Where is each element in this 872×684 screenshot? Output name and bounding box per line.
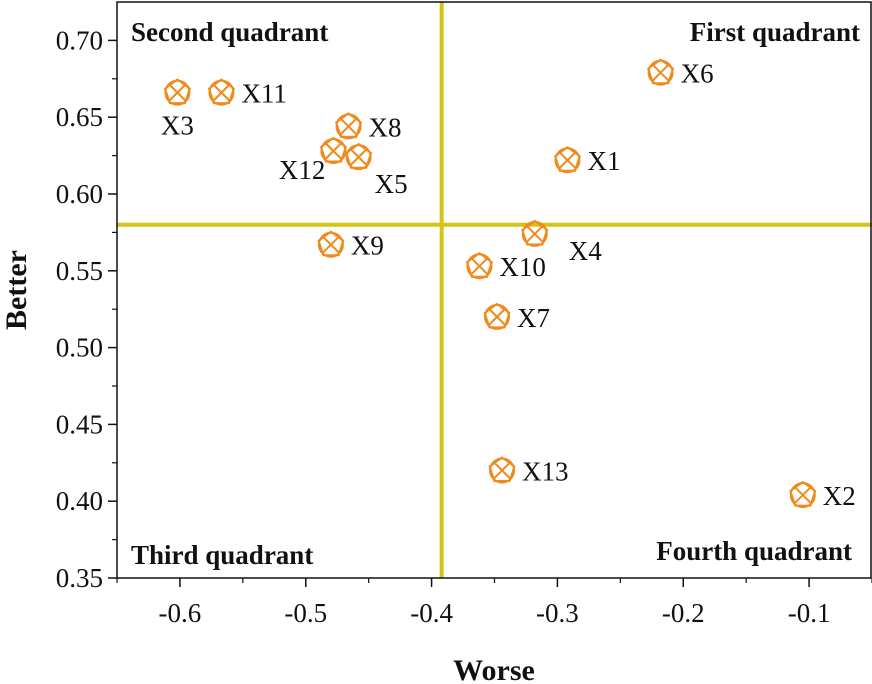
data-point-x12: X12 — [279, 136, 347, 185]
marker-circle — [647, 59, 674, 86]
y-tick-label: 0.70 — [56, 25, 103, 55]
marker-cross — [321, 234, 341, 255]
x-axis-title: Worse — [453, 654, 535, 684]
point-label-x10: X10 — [499, 252, 546, 282]
point-label-x4: X4 — [569, 236, 602, 266]
marker-cross — [487, 307, 507, 327]
x-tick-label: -0.3 — [536, 598, 579, 628]
data-point-x9: X9 — [317, 230, 384, 261]
data-point-x10: X10 — [465, 251, 546, 282]
point-label-x8: X8 — [369, 112, 402, 142]
marker-cross — [323, 141, 344, 161]
y-tick-label: 0.35 — [56, 563, 103, 593]
y-tick-label: 0.40 — [56, 486, 103, 516]
point-label-x5: X5 — [375, 169, 408, 199]
marker-cross — [338, 116, 359, 137]
marker-circle — [320, 137, 347, 164]
marker-circle — [484, 303, 511, 330]
data-points: X1 X2 X3 X4 X5 X6 X7 X8 X9 X10 X11 X12 X13 — [161, 58, 856, 511]
marker-circle — [466, 253, 493, 280]
data-point-x1: X1 — [553, 145, 620, 176]
plot-frame — [116, 1, 872, 579]
y-axis-title: Better — [0, 250, 33, 330]
quadrant-label-second: Second quadrant — [131, 17, 328, 47]
marker-circle — [489, 457, 516, 484]
quadrant-label-fourth: Fourth quadrant — [656, 536, 852, 566]
y-tick-label: 0.65 — [56, 102, 103, 132]
y-tick-label: 0.45 — [56, 409, 103, 439]
marker-circle — [164, 79, 191, 106]
marker-cross — [525, 224, 545, 244]
data-point-x13: X13 — [488, 456, 569, 486]
data-point-x4: X4 — [521, 219, 602, 266]
marker-cross — [469, 256, 490, 276]
point-label-x6: X6 — [681, 59, 714, 89]
marker-circle — [521, 220, 548, 247]
marker-circle — [554, 147, 581, 174]
point-label-x13: X13 — [522, 456, 569, 486]
marker-cross — [557, 150, 578, 170]
point-label-x9: X9 — [351, 231, 384, 261]
data-point-x7: X7 — [483, 302, 550, 333]
marker-circle — [317, 231, 344, 258]
data-point-x6: X6 — [647, 58, 714, 89]
point-label-x2: X2 — [823, 481, 856, 511]
x-tick-label: -0.4 — [410, 598, 453, 628]
quadrant-labels: Second quadrant First quadrant Third qua… — [131, 17, 860, 570]
axes: 0.35 0.40 0.45 0.50 0.55 0.60 0.65 0.70 -0.6 -0.5… — [56, 1, 872, 628]
data-point-x3: X3 — [161, 78, 194, 141]
marker-circle — [208, 79, 235, 106]
marker-cross — [211, 82, 232, 103]
marker-circle — [335, 113, 362, 140]
point-label-x3: X3 — [161, 111, 194, 141]
marker-cross — [650, 62, 671, 83]
x-tick-label: -0.6 — [159, 598, 202, 628]
marker-cross — [793, 485, 813, 505]
marker-cross — [492, 460, 512, 481]
data-point-x11: X11 — [207, 78, 287, 109]
quadrant-label-first: First quadrant — [690, 17, 860, 47]
y-tick-label: 0.50 — [56, 333, 103, 363]
point-label-x11: X11 — [241, 79, 286, 109]
marker-cross — [348, 147, 369, 167]
point-label-x12: X12 — [279, 155, 326, 185]
data-point-x2: X2 — [789, 480, 856, 511]
point-label-x7: X7 — [517, 303, 550, 333]
y-tick-label: 0.60 — [56, 179, 103, 209]
quadrant-dividers — [117, 2, 872, 578]
data-point-x5: X5 — [345, 142, 408, 199]
marker-circle — [345, 144, 372, 171]
marker-circle — [789, 482, 816, 509]
marker-cross — [167, 82, 188, 103]
quadrant-label-third: Third quadrant — [131, 540, 313, 570]
x-tick-label: -0.5 — [284, 598, 327, 628]
x-tick-label: -0.2 — [662, 598, 705, 628]
data-point-x8: X8 — [335, 112, 402, 142]
x-tick-label: -0.1 — [788, 598, 831, 628]
y-tick-label: 0.55 — [56, 256, 103, 286]
point-label-x1: X1 — [587, 146, 620, 176]
